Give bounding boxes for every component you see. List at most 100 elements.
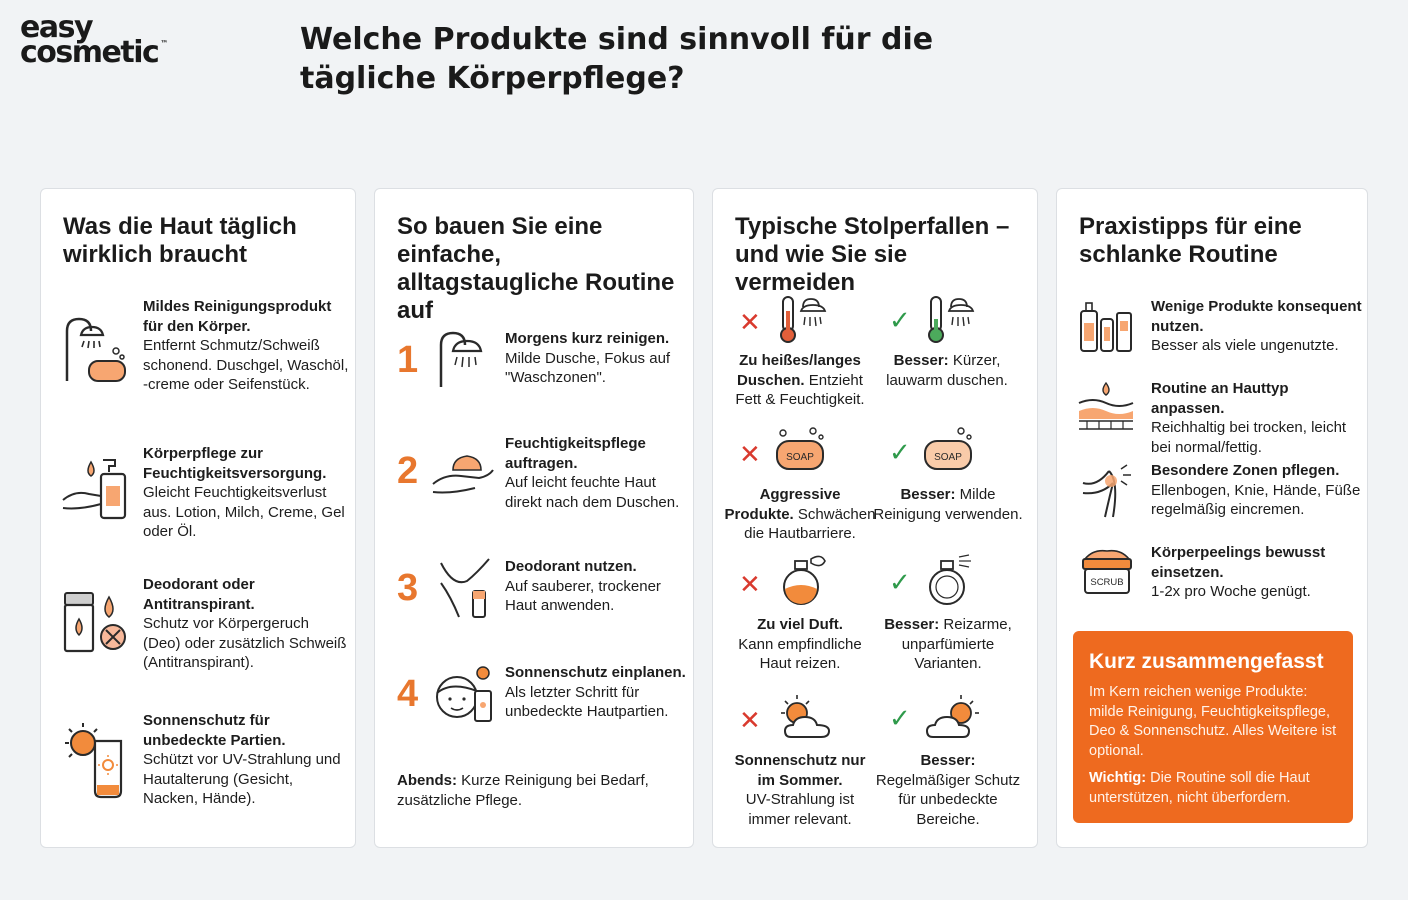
shower-icon: [439, 331, 483, 387]
pitfall-2-good-title: Besser:: [900, 486, 956, 503]
pitfall-3-good: Besser: Reizarme, unparfümierte Variante…: [873, 615, 1023, 674]
pitfall-4-check-mark: ✓: [889, 703, 911, 733]
pitfall-4-bad-text: UV-Strahlung ist immer relevant.: [745, 791, 855, 828]
mild-soap-label: SOAP: [934, 452, 962, 463]
routine-step-3-title: Deodorant nutzen.: [505, 558, 637, 575]
routine-step-2-text: Auf leicht feuchte Haut direkt nach dem …: [505, 474, 680, 511]
brand-logo: easy cosmetic ™: [20, 10, 169, 67]
tip-item-special-zones-title: Besondere Zonen pflegen.: [1151, 462, 1340, 479]
scrub-jar-label: SCRUB: [1090, 577, 1123, 588]
armpit-icon: [440, 558, 490, 618]
pitfall-3-cross-mark: ✕: [739, 569, 761, 599]
tip-item-skin-type-text: Reichhaltig bei trocken, leicht bei norm…: [1151, 419, 1347, 456]
pitfall-3-bad: Zu viel Duft. Kann empfindliche Haut rei…: [729, 615, 871, 674]
routine-step-1: 1 Morgens kurz reinigen. Milde Dusche, F…: [375, 329, 695, 419]
pitfall-1-good-text: Kürzer, lauwarm duschen.: [886, 352, 1008, 389]
card-skin-needs-heading: Was die Haut täglich wirklich braucht: [63, 213, 297, 268]
face-sun-icon: [436, 666, 492, 722]
need-item-sunscreen: Sonnenschutz für unbedeckte Partien. Sch…: [41, 711, 357, 831]
routine-step-3-number: 3: [397, 567, 419, 609]
routine-evening-text: Kurze Reinigung bei Bedarf, zusätzliche …: [397, 772, 649, 809]
need-item-cleanser-text: Entfernt Schmutz/Schweiß schonend. Dusch…: [143, 337, 349, 393]
pitfall-4-good: Besser: Regelmäßiger Schutz für unbedeck…: [873, 751, 1023, 829]
pitfall-1-bad-title: Zu heißes/langes Duschen.: [737, 352, 861, 389]
need-item-sunscreen-title: Sonnenschutz für unbedeckte Partien.: [143, 712, 286, 749]
shower-soap-icon: [65, 317, 126, 382]
sunscreen-icon: [65, 723, 123, 799]
tip-item-special-zones-text: Ellenbogen, Knie, Hände, Füße regelmäßig…: [1151, 481, 1361, 519]
card-pitfalls-heading: Typische Stolperfallen – und wie Sie sie…: [735, 213, 1010, 296]
brand-logo-line1: easy: [20, 10, 94, 45]
hot-shower-icon: [780, 296, 827, 343]
summary-box: Kurz zusammengefasst Im Kern reichen wen…: [1073, 631, 1353, 823]
tip-item-few-products-text: Besser als viele ungenutzte.: [1151, 337, 1339, 354]
routine-evening-note: Abends: Kurze Reinigung bei Bedarf, zusä…: [397, 771, 687, 810]
pitfall-1-check-mark: ✓: [889, 305, 911, 335]
pitfall-3-good-text: Reizarme, unparfümierte Varianten.: [901, 616, 1012, 672]
routine-step-4-title: Sonnenschutz einplanen.: [505, 664, 686, 681]
need-item-moisturizer: Körperpflege zur Feuchtigkeitsversorgung…: [41, 444, 357, 564]
pitfall-3-check-mark: ✓: [889, 567, 911, 597]
need-item-deodorant-title: Deodorant oder Antitranspirant.: [143, 576, 255, 613]
pitfall-1-bad-text: Entzieht Fett & Feuchtigkeit.: [735, 371, 865, 409]
pitfall-4-cross-mark: ✕: [739, 705, 761, 735]
skin-layers-icon: [1078, 381, 1134, 430]
need-item-moisturizer-title: Körperpflege zur Feuchtigkeitsversorgung…: [143, 445, 327, 482]
tip-item-scrub-title: Körperpeelings bewusst einsetzen.: [1151, 544, 1326, 581]
cream-hand-icon: [432, 455, 494, 494]
tip-item-scrub: SCRUB Körperpeelings bewusst einsetzen. …: [1057, 543, 1369, 613]
routine-step-4: 4 Sonnenschutz einplanen. Als letzter Sc…: [375, 663, 695, 753]
brand-logo-line2: cosmetic: [20, 34, 160, 70]
pitfall-2-cross-mark: ✕: [739, 439, 761, 469]
pitfall-2-good-text: Milde Reinigung verwenden.: [873, 486, 1023, 523]
pitfall-1-bad: Zu heißes/langes Duschen. Entzieht Fett …: [729, 351, 871, 410]
elbow-icon: [1082, 464, 1131, 518]
pitfall-2-bad-title: Aggressive Produkte.: [724, 486, 841, 523]
page-title: Welche Produkte sind sinnvoll für die tä…: [300, 22, 934, 96]
pitfall-2-check-mark: ✓: [889, 437, 911, 467]
pitfall-4-bad-title: Sonnenschutz nur im Sommer.: [734, 752, 866, 789]
pitfall-2-bad: Aggressive Produkte. Schwächen die Hautb…: [723, 485, 877, 544]
routine-step-1-number: 1: [397, 339, 419, 381]
need-item-deodorant-text: Schutz vor Körpergeruch (Deo) oder zusät…: [143, 615, 347, 671]
perfume-strong-icon: [783, 555, 826, 605]
summary-important-label: Wichtig:: [1089, 770, 1147, 786]
warm-shower-icon: [928, 296, 975, 343]
harsh-soap-label: SOAP: [786, 452, 814, 463]
routine-evening-label: Abends:: [397, 772, 457, 789]
card-pitfalls: Typische Stolperfallen – und wie Sie sie…: [712, 188, 1038, 848]
mild-soap-icon: SOAP: [924, 427, 972, 470]
routine-step-2-title: Feuchtigkeitspflege auftragen.: [505, 435, 646, 472]
bottles-icon: [1080, 302, 1132, 352]
card-skin-needs: Was die Haut täglich wirklich braucht Mi…: [40, 188, 356, 848]
need-item-cleanser: Mildes Reinigungsprodukt für den Körper.…: [41, 297, 357, 427]
routine-step-2: 2 Feuchtigkeitspflege auftragen. Auf lei…: [375, 434, 695, 534]
pitfall-3-good-title: Besser:: [884, 616, 940, 633]
routine-step-3: 3 Deodorant nutzen. Auf sauberer, trocke…: [375, 557, 695, 647]
pitfall-2-bad-text: Schwächen die Hautbarriere.: [744, 505, 876, 543]
routine-step-1-text: Milde Dusche, Fokus auf "Waschzonen".: [505, 349, 671, 387]
need-item-sunscreen-text: Schützt vor UV-Strahlung und Hautalterun…: [143, 751, 341, 807]
tip-item-skin-type: Routine an Hauttyp anpassen. Reichhaltig…: [1057, 379, 1369, 456]
cloud-sun-icon: [925, 695, 979, 738]
need-item-deodorant: Deodorant oder Antitranspirant. Schutz v…: [41, 575, 357, 695]
summary-text: Im Kern reichen wenige Produkte: milde R…: [1089, 684, 1337, 759]
pitfall-1-cross-mark: ✕: [739, 307, 761, 337]
brand-trademark: ™: [160, 38, 169, 48]
scrub-jar-icon: SCRUB: [1082, 549, 1132, 594]
deodorant-icon: [63, 592, 126, 653]
card-routine-steps: So bauen Sie eine einfache, alltagstaugl…: [374, 188, 694, 848]
routine-step-1-title: Morgens kurz reinigen.: [505, 330, 670, 347]
tip-item-special-zones: Besondere Zonen pflegen. Ellenbogen, Kni…: [1057, 461, 1369, 531]
pitfall-3-bad-text: Kann empfindliche Haut reizen.: [738, 635, 862, 673]
card-practical-tips-heading: Praxistipps für eine schlanke Routine: [1079, 213, 1302, 268]
need-item-cleanser-title: Mildes Reinigungsprodukt für den Körper.: [143, 298, 332, 335]
routine-step-4-number: 4: [397, 673, 419, 715]
perfume-mild-icon: [929, 554, 971, 605]
harsh-soap-icon: SOAP: [776, 427, 824, 470]
routine-step-4-text: Als letzter Schritt für unbedeckte Hautp…: [505, 683, 669, 721]
tip-item-few-products-title: Wenige Produkte konsequent nutzen.: [1151, 298, 1362, 335]
card-practical-tips: Praxistipps für eine schlanke Routine We…: [1056, 188, 1368, 848]
lotion-hand-icon: [62, 459, 127, 520]
summer-sun-icon: [781, 695, 831, 738]
